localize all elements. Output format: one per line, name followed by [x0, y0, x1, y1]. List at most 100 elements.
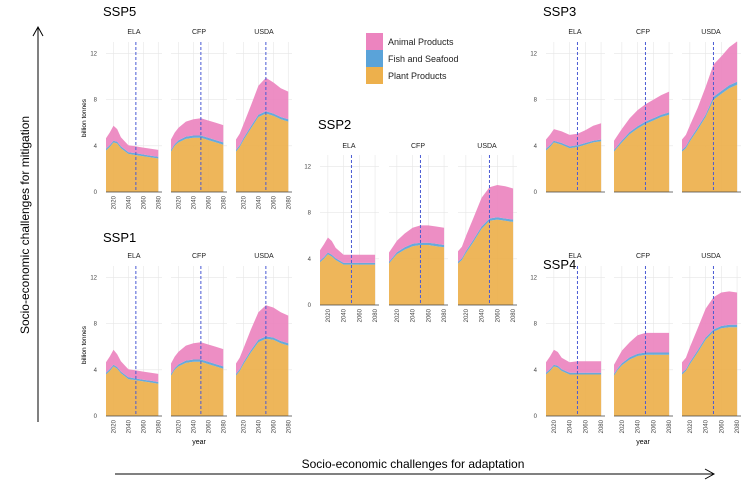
x-tick-label: 2020: [111, 419, 117, 433]
y-tick-label: 12: [90, 52, 97, 58]
panel-ssp2-usda: USDA 2020 2040 2060 2080: [458, 143, 517, 322]
area-plant: [546, 366, 602, 416]
facet-group-ssp5: SSP5 billion tonnes ELA 0 4 8 12 2020 2040 2060…: [81, 4, 292, 209]
panel-ssp4-cfp: CFP 2020 2040 2060 2080: [614, 253, 673, 433]
facet-group-title: SSP1: [103, 230, 136, 245]
panel-strip-label: CFP: [636, 253, 650, 260]
area-animal: [458, 185, 514, 262]
legend: Animal Products Fish and Seafood Plant P…: [366, 33, 459, 84]
panel-strip-label: ELA: [568, 29, 582, 36]
area-fish: [106, 364, 159, 384]
area-plant: [458, 219, 514, 305]
y-tick-label: 4: [308, 257, 312, 263]
panel-strip-label: USDA: [254, 253, 274, 260]
facet-group-ssp1: SSP1 billion tonnes ELA 0 4 8 12 2020 2040 2060…: [81, 230, 292, 446]
x-tick-label: 2020: [395, 308, 401, 322]
panel-ssp3-usda: USDA: [682, 29, 741, 193]
panel-ssp2-ela: ELA 0 4 8 12 2020 2040 2060 2080: [304, 143, 379, 322]
x-tick-label: 2060: [206, 419, 212, 433]
x-tick-label: 2080: [667, 419, 673, 433]
x-tick-label: 2080: [286, 419, 292, 433]
panel-strip-label: ELA: [127, 29, 141, 36]
area-fish: [546, 139, 602, 151]
x-tick-label: 2060: [271, 195, 277, 209]
x-tick-label: 2080: [221, 419, 227, 433]
facet-group-ssp3: SSP3 ELA 0 4 8 12 CFP USDA: [530, 4, 741, 196]
panel-strip-label: CFP: [411, 143, 425, 150]
area-animal: [682, 291, 738, 373]
legend-swatch-fish: [366, 50, 383, 67]
x-tick-label: 2040: [256, 419, 262, 433]
panel-ssp4-usda: USDA 2020 2040 2060 2080: [682, 253, 741, 433]
area-animal: [106, 125, 159, 157]
x-tick-label: 2060: [141, 419, 147, 433]
x-tick-label: 2060: [357, 308, 363, 322]
area-plant: [546, 141, 602, 192]
area-plant: [682, 84, 738, 192]
y-axis-label: billion tonnes: [81, 98, 88, 137]
y-tick-label: 8: [94, 98, 98, 104]
x-tick-label: 2040: [636, 419, 642, 433]
area-fish: [682, 324, 738, 375]
x-tick-label: 2040: [256, 195, 262, 209]
area-fish: [171, 135, 224, 152]
area-plant: [614, 114, 670, 192]
facet-group-ssp4: SSP4 ELA 0 4 8 12 2020 2040 2060 2080 CFP 2020 204…: [530, 253, 741, 446]
y-axis-label: billion tonnes: [81, 325, 88, 364]
x-tick-label: 2040: [126, 419, 132, 433]
y-tick-label: 12: [304, 165, 311, 171]
y-tick-label: 0: [534, 190, 538, 196]
panel-ssp5-ela: ELA 0 4 8 12 2020 2040 2060 2080: [90, 29, 162, 209]
facet-group-title: SSP3: [543, 4, 576, 19]
area-plant: [171, 361, 224, 416]
legend-label-animal: Animal Products: [388, 37, 454, 47]
x-tick-label: 2060: [719, 419, 725, 433]
x-tick-label: 2020: [552, 419, 558, 433]
x-tick-label: 2080: [156, 419, 162, 433]
panel-strip-label: CFP: [636, 29, 650, 36]
area-plant: [236, 113, 289, 192]
panel-ssp5-cfp: CFP 2020 2040 2060 2080: [171, 29, 227, 209]
x-tick-label: 2040: [411, 308, 417, 322]
panel-strip-label: ELA: [568, 253, 582, 260]
y-tick-label: 8: [534, 98, 538, 104]
x-tick-label: 2080: [373, 308, 379, 322]
area-fish: [389, 242, 445, 264]
area-animal: [320, 237, 376, 263]
area-animal: [614, 91, 670, 150]
x-tick-label: 2060: [206, 195, 212, 209]
x-tick-label: 2060: [141, 195, 147, 209]
area-animal: [171, 118, 224, 150]
x-tick-label: 2040: [191, 419, 197, 433]
panel-ssp3-cfp: CFP: [614, 29, 673, 193]
panel-strip-label: USDA: [701, 29, 721, 36]
x-tick-label: 2080: [511, 308, 517, 322]
facet-group-title: SSP2: [318, 117, 351, 132]
panel-strip-label: USDA: [477, 143, 497, 150]
x-tick-label: 2020: [176, 195, 182, 209]
x-tick-label: 2060: [271, 419, 277, 433]
x-tick-label: 2060: [651, 419, 657, 433]
x-tick-label: 2020: [241, 195, 247, 209]
area-fish: [106, 140, 159, 159]
legend-label-fish: Fish and Seafood: [388, 54, 459, 64]
area-animal: [389, 225, 445, 262]
x-tick-label: 2080: [735, 419, 741, 433]
x-tick-label: 2060: [426, 308, 432, 322]
area-plant: [236, 338, 289, 416]
y-tick-label: 12: [530, 276, 537, 282]
mitigation-axis-label: Socio-economic challenges for mitigation: [18, 116, 32, 334]
x-tick-label: 2020: [620, 419, 626, 433]
x-tick-label: 2040: [704, 419, 710, 433]
x-tick-label: 2080: [599, 419, 605, 433]
area-fish: [171, 359, 224, 376]
panel-ssp5-usda: USDA 2020 2040 2060 2080: [236, 29, 292, 209]
y-tick-label: 4: [94, 144, 98, 150]
panel-ssp4-ela: ELA 0 4 8 12 2020 2040 2060 2080: [530, 253, 605, 433]
area-plant: [614, 354, 670, 416]
legend-swatch-animal: [366, 33, 383, 50]
x-tick-label: 2020: [464, 308, 470, 322]
panel-strip-label: ELA: [127, 253, 141, 260]
